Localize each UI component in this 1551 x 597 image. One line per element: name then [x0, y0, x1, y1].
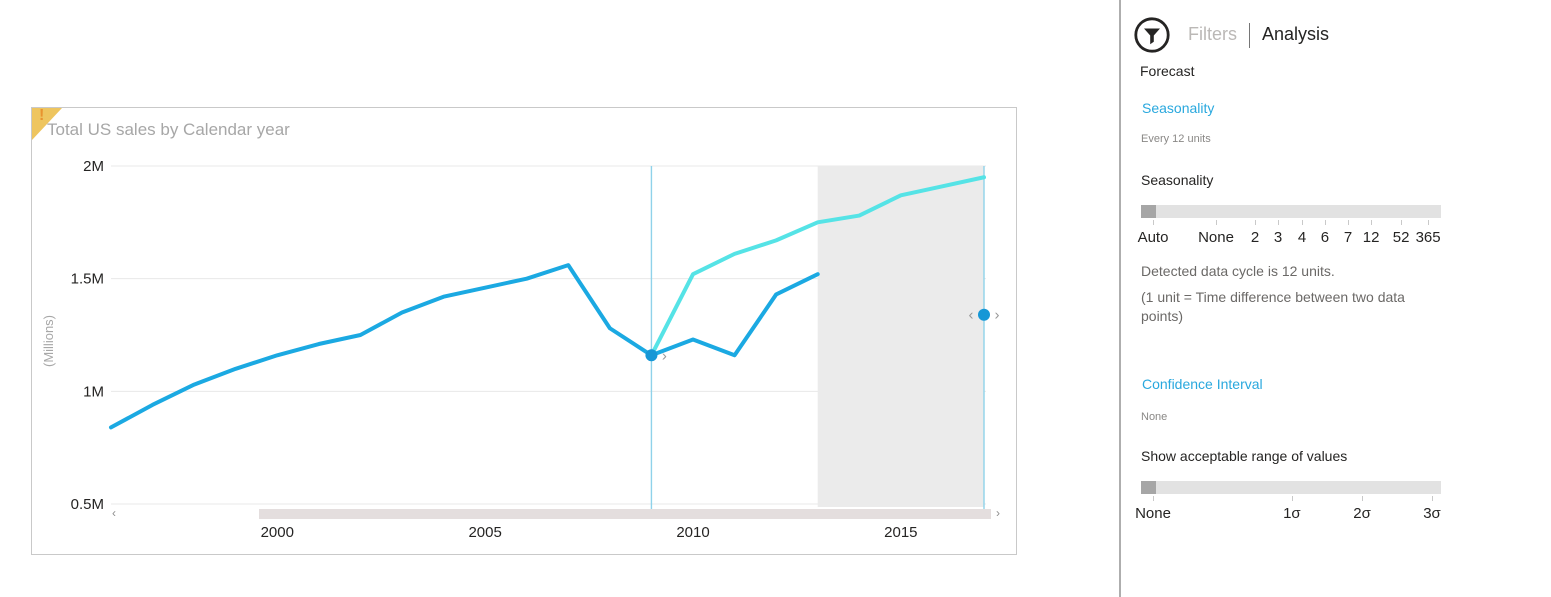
- chart-scrollbar-thumb[interactable]: [259, 509, 991, 519]
- actual-line: [109, 263, 820, 430]
- sigma-slider-track[interactable]: [1141, 481, 1441, 494]
- forecast-line: [649, 175, 986, 358]
- slider-option-7[interactable]: 7: [1343, 229, 1353, 246]
- slider-tick: [1348, 220, 1349, 225]
- panel-divider: [1119, 0, 1121, 597]
- x-axis-tick-label: 2005: [468, 524, 501, 541]
- line-chart: 2M 1.5M 1M 0.5M 2000 2005 2010 2015 (Millions) › ‹…: [41, 158, 1000, 541]
- seasonality-link[interactable]: Seasonality: [1142, 100, 1215, 116]
- warning-corner-icon[interactable]: [32, 108, 62, 140]
- slider-option-12[interactable]: 12: [1362, 229, 1380, 246]
- ignore-last-handle[interactable]: [645, 349, 658, 362]
- acceptable-range-heading: Show acceptable range of values: [1141, 448, 1348, 464]
- detected-cycle-text: Detected data cycle is 12 units.: [1141, 263, 1335, 279]
- scrollbar-right-arrow-icon: ›: [996, 506, 1000, 520]
- y-axis-title: (Millions): [41, 315, 56, 367]
- forecast-region: [817, 166, 984, 507]
- y-axis-tick-label: 0.5M: [71, 496, 104, 513]
- chevron-right-icon: ›: [662, 347, 667, 364]
- x-axis-tick-label: 2010: [676, 524, 709, 541]
- forecast-section-heading: Forecast: [1140, 63, 1195, 79]
- sigma-slider: None 1σ 2σ 3σ: [1135, 481, 1441, 527]
- chevron-right-icon: ›: [995, 307, 1000, 324]
- sigma-slider-handle[interactable]: [1141, 481, 1156, 494]
- y-axis-tick-label: 1.5M: [71, 271, 104, 288]
- slider-option-6[interactable]: 6: [1320, 229, 1330, 246]
- slider-option-2σ[interactable]: 2σ: [1353, 505, 1371, 522]
- slider-option-3[interactable]: 3: [1273, 229, 1283, 246]
- slider-tick: [1291, 496, 1293, 501]
- slider-option-2[interactable]: 2: [1250, 229, 1260, 246]
- seasonality-heading: Seasonality: [1141, 172, 1214, 188]
- slider-tick: [1432, 496, 1433, 501]
- y-axis-tick-label: 1M: [83, 383, 104, 400]
- scrollbar-left-arrow-icon: ‹: [112, 506, 116, 520]
- seasonality-slider-handle[interactable]: [1141, 205, 1156, 218]
- slider-tick: [1302, 220, 1304, 225]
- slider-option-None[interactable]: None: [1135, 505, 1171, 522]
- chevron-left-icon: ‹: [969, 307, 974, 324]
- filter-funnel-icon[interactable]: [1132, 15, 1172, 55]
- warning-exclamation-icon: !: [39, 107, 45, 124]
- slider-option-4[interactable]: 4: [1297, 229, 1307, 246]
- tab-analysis[interactable]: Analysis: [1262, 24, 1330, 44]
- slider-option-Auto[interactable]: Auto: [1137, 229, 1169, 246]
- tab-filters[interactable]: Filters: [1188, 24, 1237, 44]
- slider-tick: [1401, 220, 1403, 225]
- chart-card: 2M 1.5M 1M 0.5M 2000 2005 2010 2015 (Millions) › ‹…: [31, 107, 1017, 555]
- tab-separator: [1249, 23, 1250, 48]
- slider-option-365[interactable]: 365: [1415, 229, 1441, 246]
- slider-tick: [1278, 220, 1280, 225]
- funnel-icon-svg: [1134, 17, 1170, 53]
- x-axis-tick-label: 2015: [884, 524, 917, 541]
- seasonality-slider-track[interactable]: [1141, 205, 1441, 218]
- confidence-interval-link[interactable]: Confidence Interval: [1142, 376, 1263, 392]
- slider-tick: [1362, 496, 1364, 501]
- slider-tick: [1153, 220, 1154, 225]
- confidence-current-value: None: [1141, 411, 1168, 423]
- slider-tick: [1324, 220, 1326, 225]
- slider-option-None[interactable]: None: [1198, 229, 1234, 246]
- unit-note-text: (1 unit = Time difference between two da…: [1141, 289, 1405, 324]
- forecast-length-handle[interactable]: [978, 308, 990, 321]
- slider-tick: [1255, 220, 1256, 225]
- y-axis-tick-label: 2M: [83, 158, 104, 175]
- slider-option-1σ[interactable]: 1σ: [1283, 505, 1301, 522]
- slider-option-52[interactable]: 52: [1392, 229, 1410, 246]
- chart-title: Total US sales by Calendar year: [47, 120, 290, 139]
- seasonality-current-value: Every 12 units: [1141, 133, 1211, 145]
- seasonality-slider: Auto None 2 3 4 6 7 12 52 365: [1137, 205, 1441, 251]
- slider-tick: [1153, 496, 1154, 501]
- x-axis-tick-label: 2000: [261, 524, 294, 541]
- slider-tick: [1428, 220, 1430, 225]
- slider-option-3σ[interactable]: 3σ: [1423, 505, 1441, 522]
- slider-tick: [1216, 220, 1217, 225]
- slider-tick: [1371, 220, 1373, 225]
